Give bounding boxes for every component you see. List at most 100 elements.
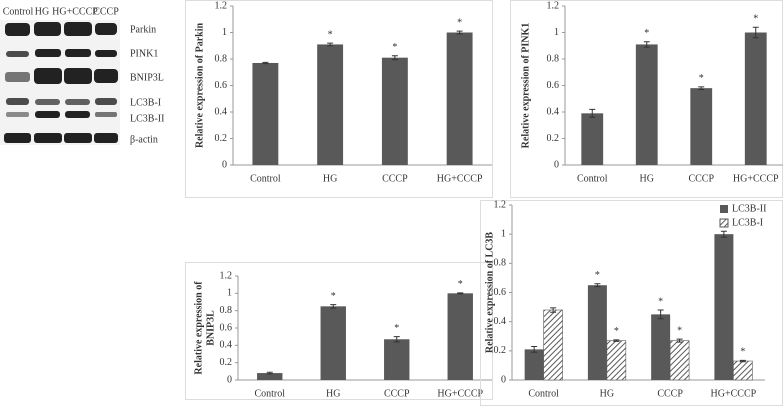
error-bar [752, 26, 759, 39]
x-tick-label: HG [600, 388, 614, 399]
error-bar [456, 30, 463, 35]
error-bar [698, 86, 705, 90]
error-bar [457, 292, 464, 295]
error-bar [657, 309, 664, 320]
error-bar [531, 345, 538, 353]
y-axis-label: Relative expression of PINK1 [520, 23, 531, 149]
y-tick-label: 0.8 [547, 53, 560, 64]
x-tick-label: Control [577, 173, 608, 184]
legend-label: LC3B-II [732, 203, 766, 214]
significance-mark: * [740, 347, 745, 358]
chart-frame [480, 200, 783, 406]
significance-mark: * [614, 326, 619, 337]
error-bar [613, 339, 620, 342]
protein-label: LC3B-I [130, 97, 161, 108]
y-tick-label: 1.2 [547, 0, 560, 11]
protein-label: PINK1 [130, 48, 158, 59]
y-tick-label: 0.2 [215, 133, 228, 144]
y-axis-label: Relative expression of Parkin [194, 23, 205, 149]
bar [587, 285, 607, 380]
error-bar [327, 42, 334, 47]
x-tick-label: HG [326, 388, 340, 399]
error-bar [391, 55, 398, 61]
y-tick-label: 0.8 [215, 53, 228, 64]
y-tick-label: 1.2 [494, 199, 507, 210]
x-tick-label: HG [640, 173, 654, 184]
y-tick-label: 0.6 [215, 80, 228, 91]
y-tick-label: 0.2 [220, 357, 233, 368]
y-tick-label: 1.2 [220, 270, 233, 281]
significance-mark: * [457, 17, 462, 28]
y-tick-label: 0.6 [494, 287, 507, 298]
y-tick-label: 1 [554, 27, 559, 38]
x-tick-label: Control [254, 388, 285, 399]
bands [4, 22, 118, 143]
lane-label: HG [35, 6, 49, 17]
error-bar [393, 336, 400, 343]
significance-mark: * [753, 13, 758, 24]
bar [581, 113, 604, 165]
y-tick-label: 0 [501, 374, 506, 385]
y-tick-label: 0.6 [220, 322, 233, 333]
significance-mark: * [644, 28, 649, 39]
x-tick-label: CCCP [382, 173, 408, 184]
error-bar [676, 338, 683, 343]
lane-label: HG+CCCP [52, 6, 98, 17]
y-axis-label: Relative expression of [193, 281, 204, 375]
western-blot [0, 20, 120, 145]
chart-frame [510, 0, 783, 198]
y-tick-label: 0 [222, 159, 227, 170]
error-bar [739, 359, 746, 363]
x-tick-label: HG+CCCP [733, 173, 779, 184]
bar [320, 306, 346, 380]
protein-label: Parkin [130, 24, 156, 35]
bar [252, 62, 279, 165]
bar [733, 360, 753, 381]
chart-frame [185, 0, 493, 198]
protein-label: BNIP3L [130, 72, 164, 83]
y-tick-label: 0.2 [494, 345, 507, 356]
chart: 0 0.2 0.4 0.6 0.8 1 1.2 Relative expression of … [510, 0, 783, 198]
bar [446, 32, 473, 165]
x-tick-label: HG+CCCP [437, 173, 483, 184]
bar [606, 340, 627, 381]
y-tick-label: 0.4 [547, 106, 560, 117]
x-tick-label: HG [323, 173, 337, 184]
error-bar [262, 61, 269, 65]
bar [447, 293, 473, 380]
significance-mark: * [328, 29, 333, 40]
error-bar [266, 371, 273, 375]
y-tick-label: 1 [227, 288, 232, 299]
bar [381, 57, 408, 165]
y-tick-label: 1 [501, 228, 506, 239]
y-tick-label: 0.4 [215, 106, 228, 117]
protein-label: β-actin [130, 134, 158, 145]
x-tick-label: HG+CCCP [437, 388, 483, 399]
x-tick-label: CCCP [688, 173, 714, 184]
bar [744, 32, 767, 165]
significance-mark: * [331, 291, 336, 302]
legend-label: LC3B-I [732, 217, 763, 228]
significance-mark: * [595, 270, 600, 281]
y-tick-label: 1.2 [215, 0, 228, 11]
significance-mark: * [392, 42, 397, 53]
legend-swatch [719, 218, 729, 228]
bar [317, 44, 344, 165]
x-tick-label: CCCP [657, 388, 683, 399]
x-tick-label: Control [250, 173, 281, 184]
y-tick-label: 0.6 [547, 80, 560, 91]
y-tick-label: 0 [554, 159, 559, 170]
significance-mark: * [458, 279, 463, 290]
x-tick-label: HG+CCCP [711, 388, 757, 399]
bar [384, 339, 410, 380]
chart: 0 0.2 0.4 0.6 0.8 1 1.2 Relative expression of B… [185, 262, 493, 400]
significance-mark: * [677, 325, 682, 336]
y-axis-label: Relative expression of LC3B [484, 232, 495, 354]
bar [690, 88, 713, 165]
y-tick-label: 0 [227, 374, 232, 385]
chart-frame [185, 262, 493, 400]
chart: 0 0.2 0.4 0.6 0.8 1 1.2 Relative expression of … [480, 199, 783, 406]
bar [714, 234, 734, 380]
bar [651, 314, 671, 380]
